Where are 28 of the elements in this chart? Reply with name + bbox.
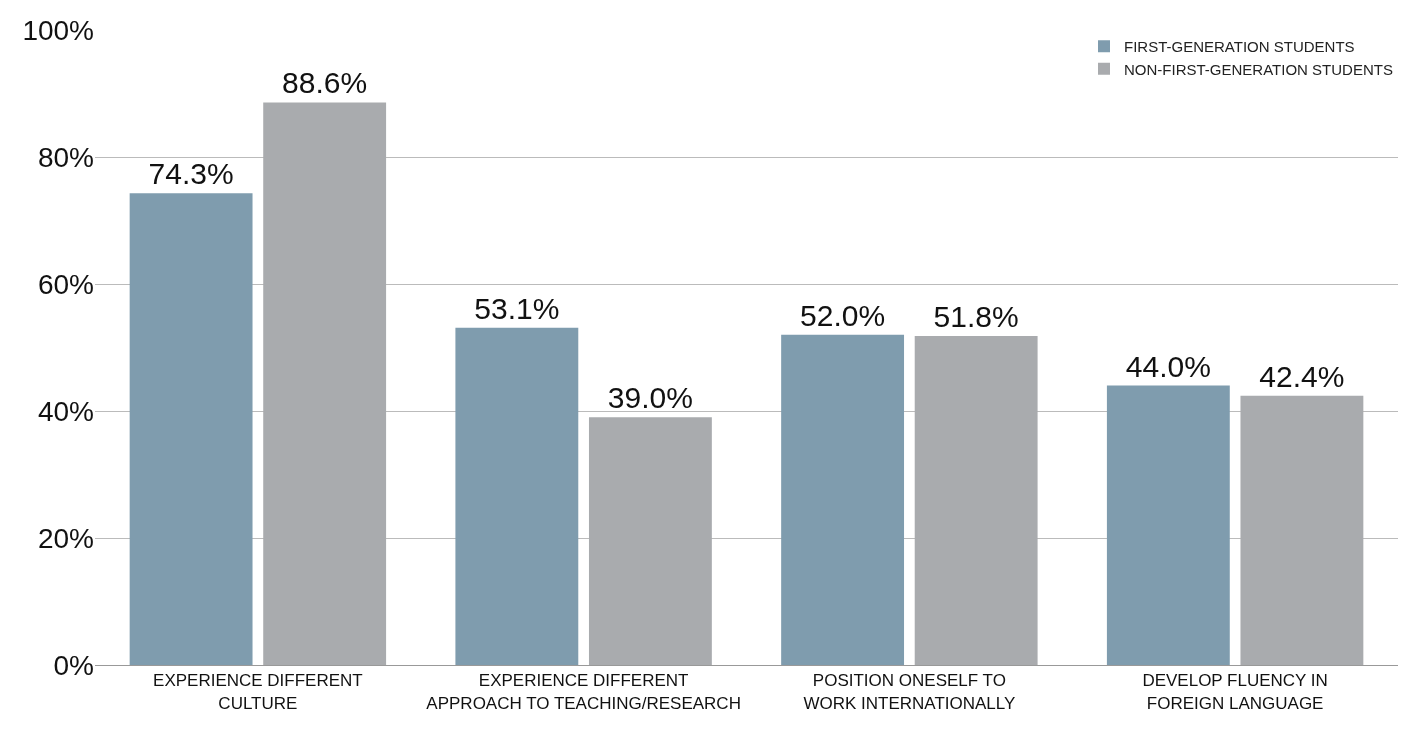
y-tick-label: 80%	[37, 141, 94, 173]
y-tick-label: 60%	[37, 268, 94, 300]
x-tick-label: DEVELOP FLUENCY IN FOREIGN LANGUAGE	[1142, 671, 1328, 713]
x-tick-label: EXPERIENCE DIFFERENT APPROACH TO TEACHING/RESEARCH	[426, 671, 741, 713]
bar	[263, 102, 387, 665]
y-tick-label: 100%	[22, 14, 94, 46]
data-label: 42.4%	[1259, 359, 1345, 393]
y-tick-label: 0%	[53, 649, 94, 681]
data-label: 53.1%	[474, 291, 560, 325]
x-tick-label: POSITION ONESELF TO WORK INTERNATIONALLY	[803, 671, 1016, 713]
y-tick-label: 20%	[37, 522, 94, 554]
x-tick-label: EXPERIENCE DIFFERENT CULTURE	[153, 671, 363, 713]
bar	[1240, 395, 1364, 665]
data-label: 44.0%	[1125, 349, 1211, 383]
legend-label: FIRST-GENERATION STUDENTS	[1124, 38, 1355, 56]
y-tick-label: 40%	[37, 395, 94, 427]
bar	[1106, 385, 1230, 665]
data-label: 52.0%	[800, 298, 886, 332]
data-label: 74.3%	[148, 157, 234, 191]
data-label: 88.6%	[282, 66, 368, 100]
bar	[129, 193, 253, 665]
bar	[914, 336, 1038, 665]
bar	[781, 334, 905, 665]
data-label: 51.8%	[933, 300, 1019, 334]
bar	[455, 327, 579, 665]
bar	[588, 417, 712, 665]
legend-label: NON-FIRST-GENERATION STUDENTS	[1124, 60, 1393, 78]
data-label: 39.0%	[607, 381, 693, 415]
